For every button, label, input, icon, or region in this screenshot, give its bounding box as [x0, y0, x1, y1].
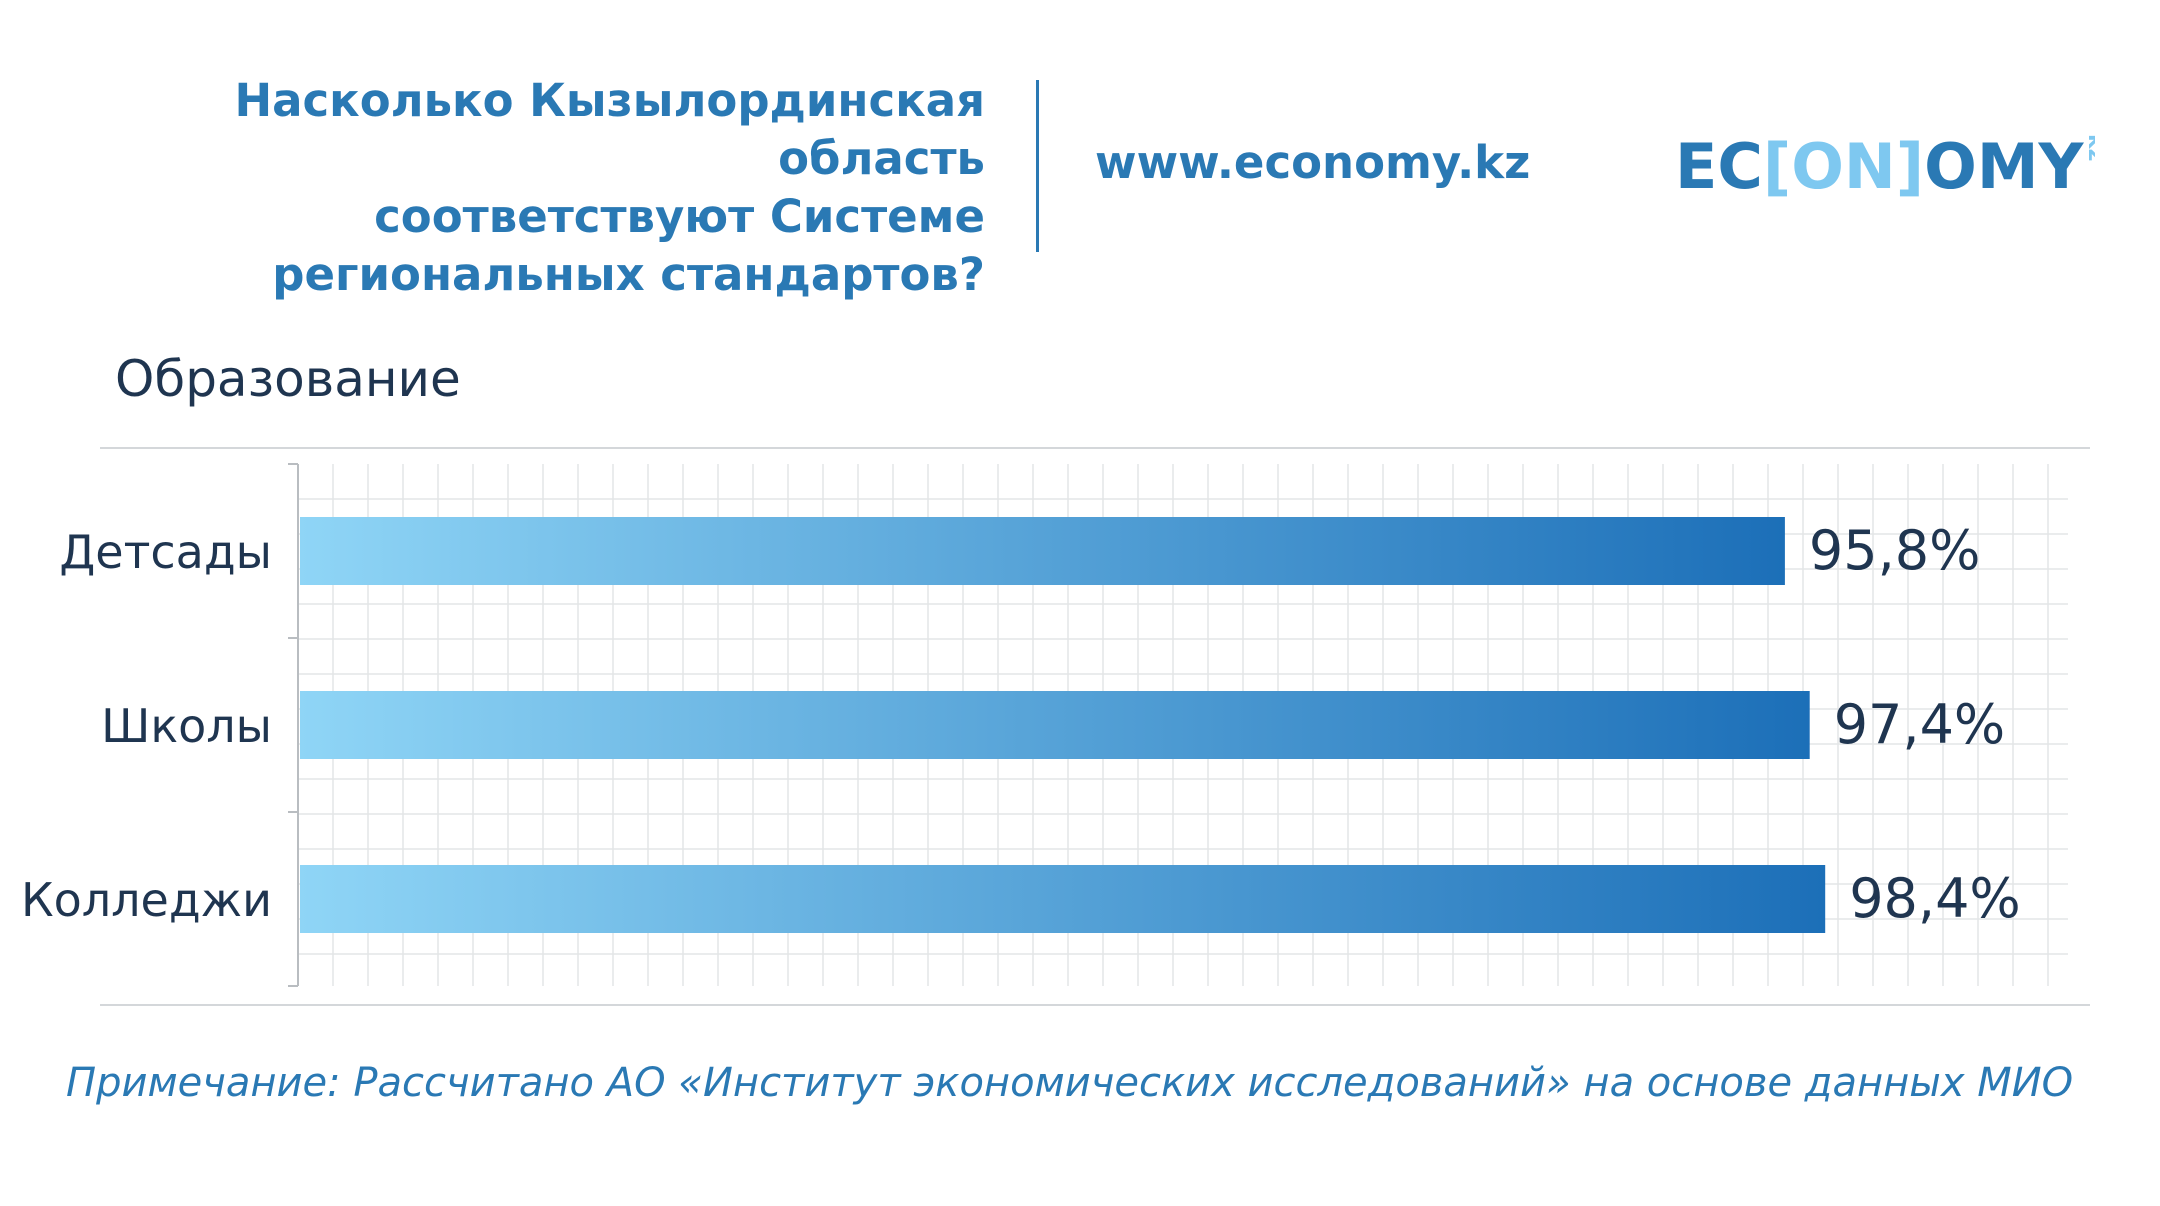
- title-line-1: Насколько Кызылординская область: [234, 74, 985, 185]
- bar-2: [300, 691, 1810, 759]
- value-label: 97,4%: [1834, 693, 2006, 756]
- bars: [300, 517, 1826, 933]
- logo-part-right: OMY: [1924, 130, 2084, 203]
- logo-part-middle: [ON]: [1763, 130, 1924, 203]
- category-label: Школы: [101, 699, 272, 753]
- logo-suffix: kz: [2083, 134, 2095, 161]
- bar-1: [300, 517, 1785, 585]
- section-title: Образование: [115, 350, 461, 408]
- chart-title: Насколько Кызылординская область соответ…: [60, 72, 985, 304]
- category-label: Детсады: [59, 525, 272, 579]
- logo-part-left: EC: [1675, 130, 1763, 203]
- economy-logo: EC[ON]OMY kz: [1675, 130, 2095, 203]
- bar-3: [300, 865, 1826, 933]
- top-rule: [100, 447, 2090, 449]
- value-label: 98,4%: [1849, 867, 2021, 930]
- site-url: www.economy.kz: [1095, 136, 1531, 189]
- title-line-2: соответствуют Системе: [374, 190, 985, 243]
- header-divider: [1036, 80, 1039, 252]
- footnote: Примечание: Рассчитано АО «Институт экон…: [66, 1060, 2074, 1106]
- title-line-3: региональных стандартов?: [272, 248, 985, 301]
- labels: Детсады 95,8% Школы 97,4% Колледжи 98,4%: [21, 519, 2021, 930]
- category-label: Колледжи: [21, 873, 272, 927]
- y-axis: [288, 463, 299, 987]
- bottom-rule: [100, 1004, 2090, 1006]
- value-label: 95,8%: [1809, 519, 1981, 582]
- logo-text: EC[ON]OMY: [1675, 130, 2085, 203]
